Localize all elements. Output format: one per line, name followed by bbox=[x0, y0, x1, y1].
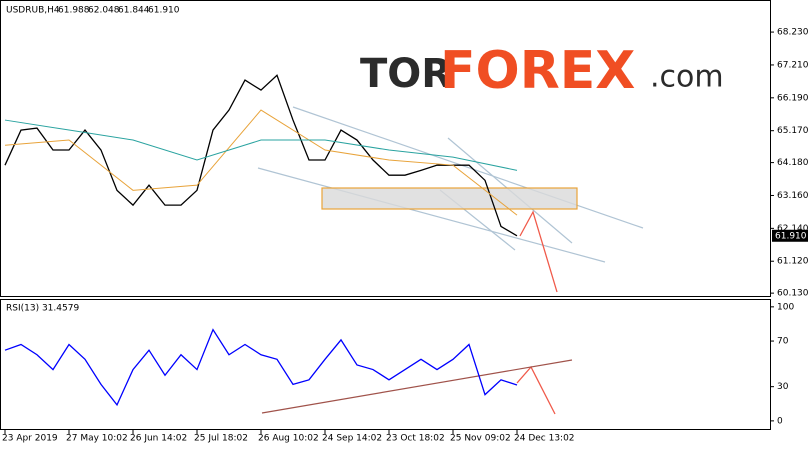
annotations bbox=[257, 106, 644, 263]
y-tick-label: 62.140 bbox=[777, 224, 809, 234]
y-tick-label: 65.170 bbox=[777, 126, 809, 136]
x-tick-label: 24 Sep 14:02 bbox=[322, 434, 382, 444]
symbol: USDRUB,H4 bbox=[6, 6, 60, 16]
x-tick-label: 27 May 10:02 bbox=[66, 434, 128, 444]
ohlc-high: 62.048 bbox=[88, 6, 120, 16]
rsi-forecast-arrow bbox=[516, 365, 556, 415]
x-tick-label: 25 Nov 09:02 bbox=[450, 434, 511, 444]
channel-top bbox=[292, 106, 644, 229]
arrows bbox=[516, 210, 558, 415]
series-line bbox=[4, 109, 518, 216]
ohlc-close: 61.910 bbox=[148, 6, 180, 16]
logo-tor: TOR bbox=[360, 51, 452, 97]
x-tick-label: 24 Dec 13:02 bbox=[514, 434, 575, 444]
series-line bbox=[4, 74, 518, 237]
support-zone bbox=[321, 187, 578, 210]
ohlc-open: 61.988 bbox=[58, 6, 90, 16]
x-tick-label: 23 Apr 2019 bbox=[2, 434, 58, 444]
rsi-title: RSI(13) 31.4579 bbox=[6, 304, 79, 314]
series-line bbox=[4, 328, 518, 407]
y-tick-label: 60.130 bbox=[777, 289, 809, 299]
last-price-label: 61.910 bbox=[775, 231, 807, 241]
x-tick-label: 25 Jul 18:02 bbox=[194, 434, 248, 444]
price-panel bbox=[0, 0, 771, 297]
y-tick-label: 70 bbox=[777, 337, 789, 347]
y-tick-label: 68.230 bbox=[777, 28, 809, 38]
x-tick-label: 26 Jun 14:02 bbox=[130, 434, 187, 444]
channel-bottom bbox=[257, 167, 606, 263]
y-tick-label: 67.210 bbox=[777, 60, 809, 70]
y-tick-label: 100 bbox=[777, 302, 794, 312]
y-tick-label: 30 bbox=[777, 382, 789, 392]
y-tick-label: 64.180 bbox=[777, 158, 809, 168]
x-tick-label: 26 Aug 10:02 bbox=[258, 434, 319, 444]
forecast-arrow bbox=[519, 210, 558, 293]
ohlc-low: 61.844 bbox=[118, 6, 150, 16]
series-line bbox=[4, 119, 518, 171]
y-tick-label: 0 bbox=[777, 416, 783, 426]
rsi-trendline bbox=[261, 359, 573, 414]
x-tick-label: 23 Oct 18:02 bbox=[386, 434, 445, 444]
y-tick-label: 61.120 bbox=[777, 257, 809, 267]
logo-com: .com bbox=[650, 60, 724, 95]
y-tick-label: 66.190 bbox=[777, 93, 809, 103]
y-tick-label: 63.160 bbox=[777, 191, 809, 201]
logo-forex: FOREX bbox=[440, 41, 635, 101]
last-price-box bbox=[772, 229, 808, 242]
rsi-panel bbox=[0, 299, 771, 430]
